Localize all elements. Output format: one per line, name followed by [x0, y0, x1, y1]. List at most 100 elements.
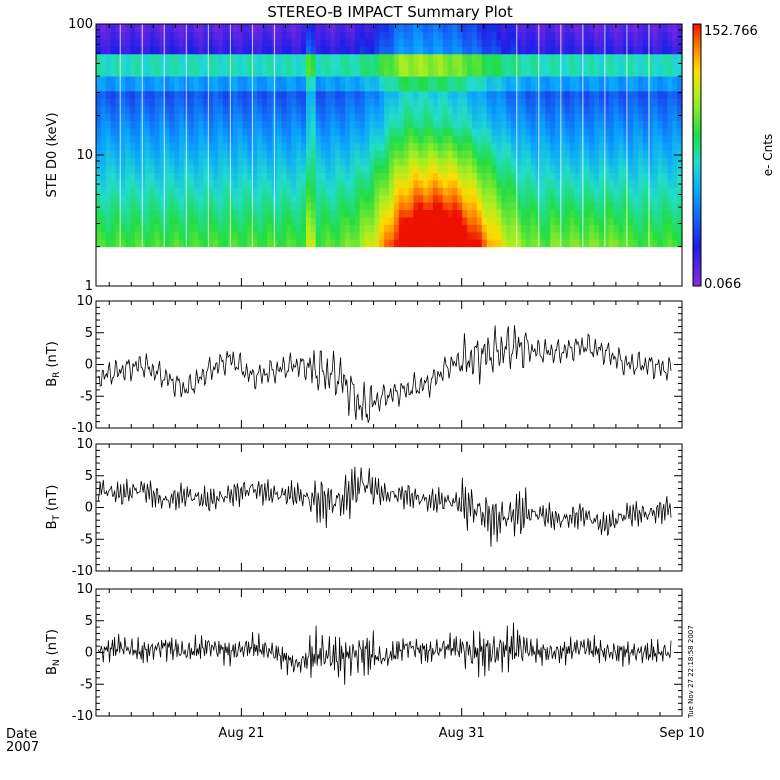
spectrogram-cell	[286, 135, 292, 144]
spectrogram-cell	[613, 90, 620, 99]
spectrogram-cell	[555, 179, 561, 188]
spectrogram-cell	[359, 31, 366, 40]
spectrogram-cell	[462, 179, 468, 188]
spectrogram-cell	[530, 31, 537, 40]
spectrogram-cell	[169, 135, 175, 144]
spectrogram-cell	[662, 142, 668, 151]
spectrogram-cell	[389, 157, 395, 166]
spectrogram-cell	[603, 98, 610, 107]
spectrogram-cell	[257, 142, 263, 151]
spectrogram-cell	[301, 120, 307, 129]
spectrogram-cell	[623, 216, 629, 225]
spectrogram-cell	[476, 24, 483, 33]
spectrogram-cell	[266, 31, 273, 40]
spectrogram-cell	[203, 179, 209, 188]
spectrogram-cell	[345, 24, 351, 33]
spectrogram-cell	[325, 68, 331, 77]
spectrogram-cell	[486, 194, 493, 203]
spectrogram-cell	[452, 135, 458, 144]
spectrogram-cell	[652, 142, 659, 151]
spectrogram-cell	[144, 179, 151, 188]
spectrogram-cell	[437, 202, 444, 211]
spectrogram-cell	[262, 24, 268, 33]
spectrogram-cell	[296, 150, 302, 159]
spectrogram-cell	[389, 142, 395, 151]
spectrogram-cell	[203, 38, 209, 47]
spectrogram-cell	[384, 164, 390, 173]
spectrogram-cell	[594, 172, 600, 181]
spectrogram-cell	[447, 61, 454, 70]
spectrogram-cell	[447, 224, 454, 233]
spectrogram-cell	[555, 209, 561, 218]
spectrogram-cell	[418, 142, 424, 151]
spectrogram-cell	[550, 209, 556, 218]
spectrogram-cell	[340, 75, 346, 84]
spectrogram-cell	[423, 179, 429, 188]
spectrogram-cell	[628, 75, 634, 84]
spectrogram-cell	[564, 209, 571, 218]
spectrogram-cell	[188, 202, 195, 211]
spectrogram-cell	[594, 202, 600, 211]
spectrogram-cell	[247, 120, 253, 129]
spectrogram-cell	[569, 53, 576, 62]
spectrogram-cell	[320, 105, 327, 114]
spectrogram-cell	[154, 68, 161, 77]
spectrogram-cell	[633, 150, 639, 159]
spectrogram-cell	[598, 172, 605, 181]
spectrogram-cell	[628, 46, 634, 55]
spectrogram-cell	[413, 113, 419, 122]
spectrogram-cell	[305, 194, 312, 203]
spectrogram-cell	[179, 209, 185, 218]
spectrogram-cell	[325, 231, 331, 240]
spectrogram-cell	[193, 53, 200, 62]
spectrogram-cell	[511, 150, 517, 159]
spectrogram-cell	[364, 75, 371, 84]
spectrogram-cell	[149, 164, 156, 173]
spectrogram-cell	[135, 231, 141, 240]
spectrogram-cell	[110, 135, 117, 144]
spectrogram-cell	[618, 209, 624, 218]
spectrogram-cell	[672, 187, 678, 196]
spectrogram-cell	[579, 157, 585, 166]
spectrogram-cell	[506, 75, 512, 84]
spectrogram-cell	[305, 172, 312, 181]
spectrogram-cell	[310, 164, 317, 173]
spectrogram-cell	[315, 68, 322, 77]
spectrogram-cell	[432, 187, 439, 196]
spectrogram-cell	[301, 172, 307, 181]
spectrogram-cell	[442, 61, 449, 70]
spectrogram-cell	[100, 75, 107, 84]
spectrogram-cell	[120, 135, 126, 144]
spectrogram-cell	[432, 98, 439, 107]
spectrogram-cell	[569, 179, 576, 188]
spectrogram-cell	[174, 90, 180, 99]
spectrogram-cell	[462, 135, 468, 144]
spectrogram-cell	[462, 231, 468, 240]
spectrogram-cell	[545, 120, 551, 129]
spectrogram-cell	[530, 98, 537, 107]
spectrogram-cell	[667, 135, 673, 144]
spectrogram-cell	[520, 53, 527, 62]
spectrogram-cell	[125, 120, 131, 129]
spectrogram-cell	[125, 127, 131, 136]
spectrogram-cell	[174, 105, 180, 114]
spectrogram-cell	[374, 53, 380, 62]
spectrogram-cell	[535, 113, 541, 122]
spectrogram-cell	[252, 68, 258, 77]
spectrogram-cell	[535, 157, 541, 166]
spectrogram-cell	[579, 98, 585, 107]
spectrogram-cell	[232, 38, 239, 47]
spectrogram-cell	[472, 142, 478, 151]
spectrogram-cell	[130, 105, 136, 114]
spectrogram-cell	[340, 113, 346, 122]
spectrogram-cell	[442, 164, 449, 173]
spectrogram-cell	[564, 68, 571, 77]
spectrogram-cell	[301, 53, 307, 62]
spectrogram-cell	[389, 98, 395, 107]
y-tick-label: 5	[85, 469, 93, 484]
spectrogram-cell	[623, 90, 629, 99]
br-ylabel: BR(nT)	[45, 341, 62, 387]
spectrogram-cell	[262, 127, 268, 136]
spectrogram-cell	[125, 68, 131, 77]
spectrogram-cell	[437, 61, 444, 70]
